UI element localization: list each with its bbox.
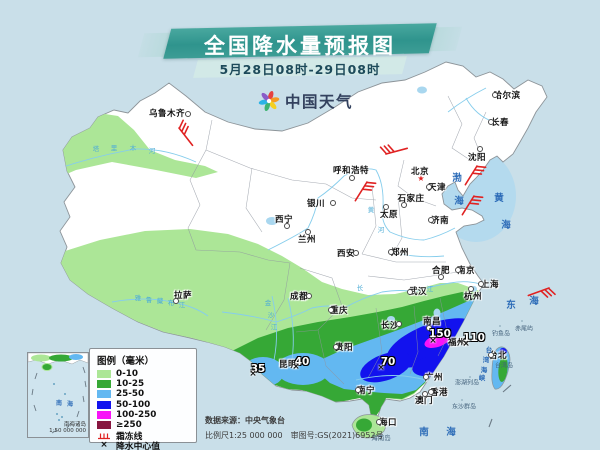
legend-range-label: 100-250 [116,409,157,420]
legend-row: ≥250 [97,420,196,430]
china-weather-logo: 中国天气 [258,90,353,112]
inset-caption: 南海诸岛 [63,422,86,428]
legend-row: 25-50 [97,389,196,399]
legend-frost-label: 霜冻线 [116,431,143,442]
legend-center-row: × 降水中心值 [97,440,196,450]
boundary-dashes [488,384,512,428]
legend-swatch [97,370,111,379]
inset-sea-label-char: 海 [67,401,74,408]
legend-row: 50-100 [97,400,196,410]
wind-barb-icon [178,119,194,147]
map-title: 全国降水量预报图 [204,34,396,58]
legend-swatch [97,400,111,409]
boundary-dash [488,418,493,428]
inset-scale: 1:50 000 000 [49,428,86,434]
scale-approval-text: 比例尺1:25 000 000 审图号:GS(2021)6952号 [205,431,384,440]
data-source-text: 数据来源：中央气象台 [205,416,285,425]
legend-row: 10-25 [97,379,196,389]
precipitation-layers [60,86,495,416]
legend-swatch [97,410,111,419]
province-borders [187,95,487,385]
legend-range-label: 50-100 [116,399,151,410]
wind-barb-icon [461,195,484,216]
source-info: 数据来源：中央气象台 比例尺1:25 000 000 审图号:GS(2021)6… [205,415,384,441]
legend-swatch [97,380,111,389]
legend-box: 图例（毫米） 0-10 10-25 25-50 50-100 100-250 ≥250 霜… [89,348,197,450]
wind-barbs-layer [178,119,556,298]
legend-row: 0-10 [97,369,196,379]
legend-range-label: ≥250 [116,420,142,431]
legend-swatch [97,421,111,430]
wind-barb-icon [379,144,409,155]
islets [461,320,523,401]
legend-row: 100-250 [97,410,196,420]
legend-rows: 0-10 10-25 25-50 50-100 100-250 ≥250 [97,369,196,430]
frost-line-icon [97,431,111,440]
legend-range-label: 10-25 [116,379,145,390]
legend-range-label: 0-10 [116,369,139,380]
boundary-dash [502,384,512,393]
legend-swatch [97,390,111,399]
legend-frost-row: 霜冻线 [97,430,196,442]
south-china-sea-inset: 南海 南海诸岛 1:50 000 000 [27,352,89,438]
taiwan-island [491,346,511,390]
precip-center-icon: × [100,439,108,450]
wind-barb-icon [354,181,377,202]
lakes [266,86,477,322]
wind-barb-icon [464,165,487,186]
inset-sea-label-char: 南 [56,400,63,407]
logo-text: 中国天气 [285,93,354,111]
legend-range-label: 25-50 [116,389,145,400]
inset-map [28,353,88,434]
rivers [60,87,495,382]
legend-title: 图例（毫米） [97,356,155,367]
wind-barb-icon [527,287,556,298]
map-subtitle: 5月28日08时-29日08时 [219,62,381,77]
pinwheel-logo-icon [258,90,280,112]
legend-center-label: 降水中心值 [116,441,160,450]
